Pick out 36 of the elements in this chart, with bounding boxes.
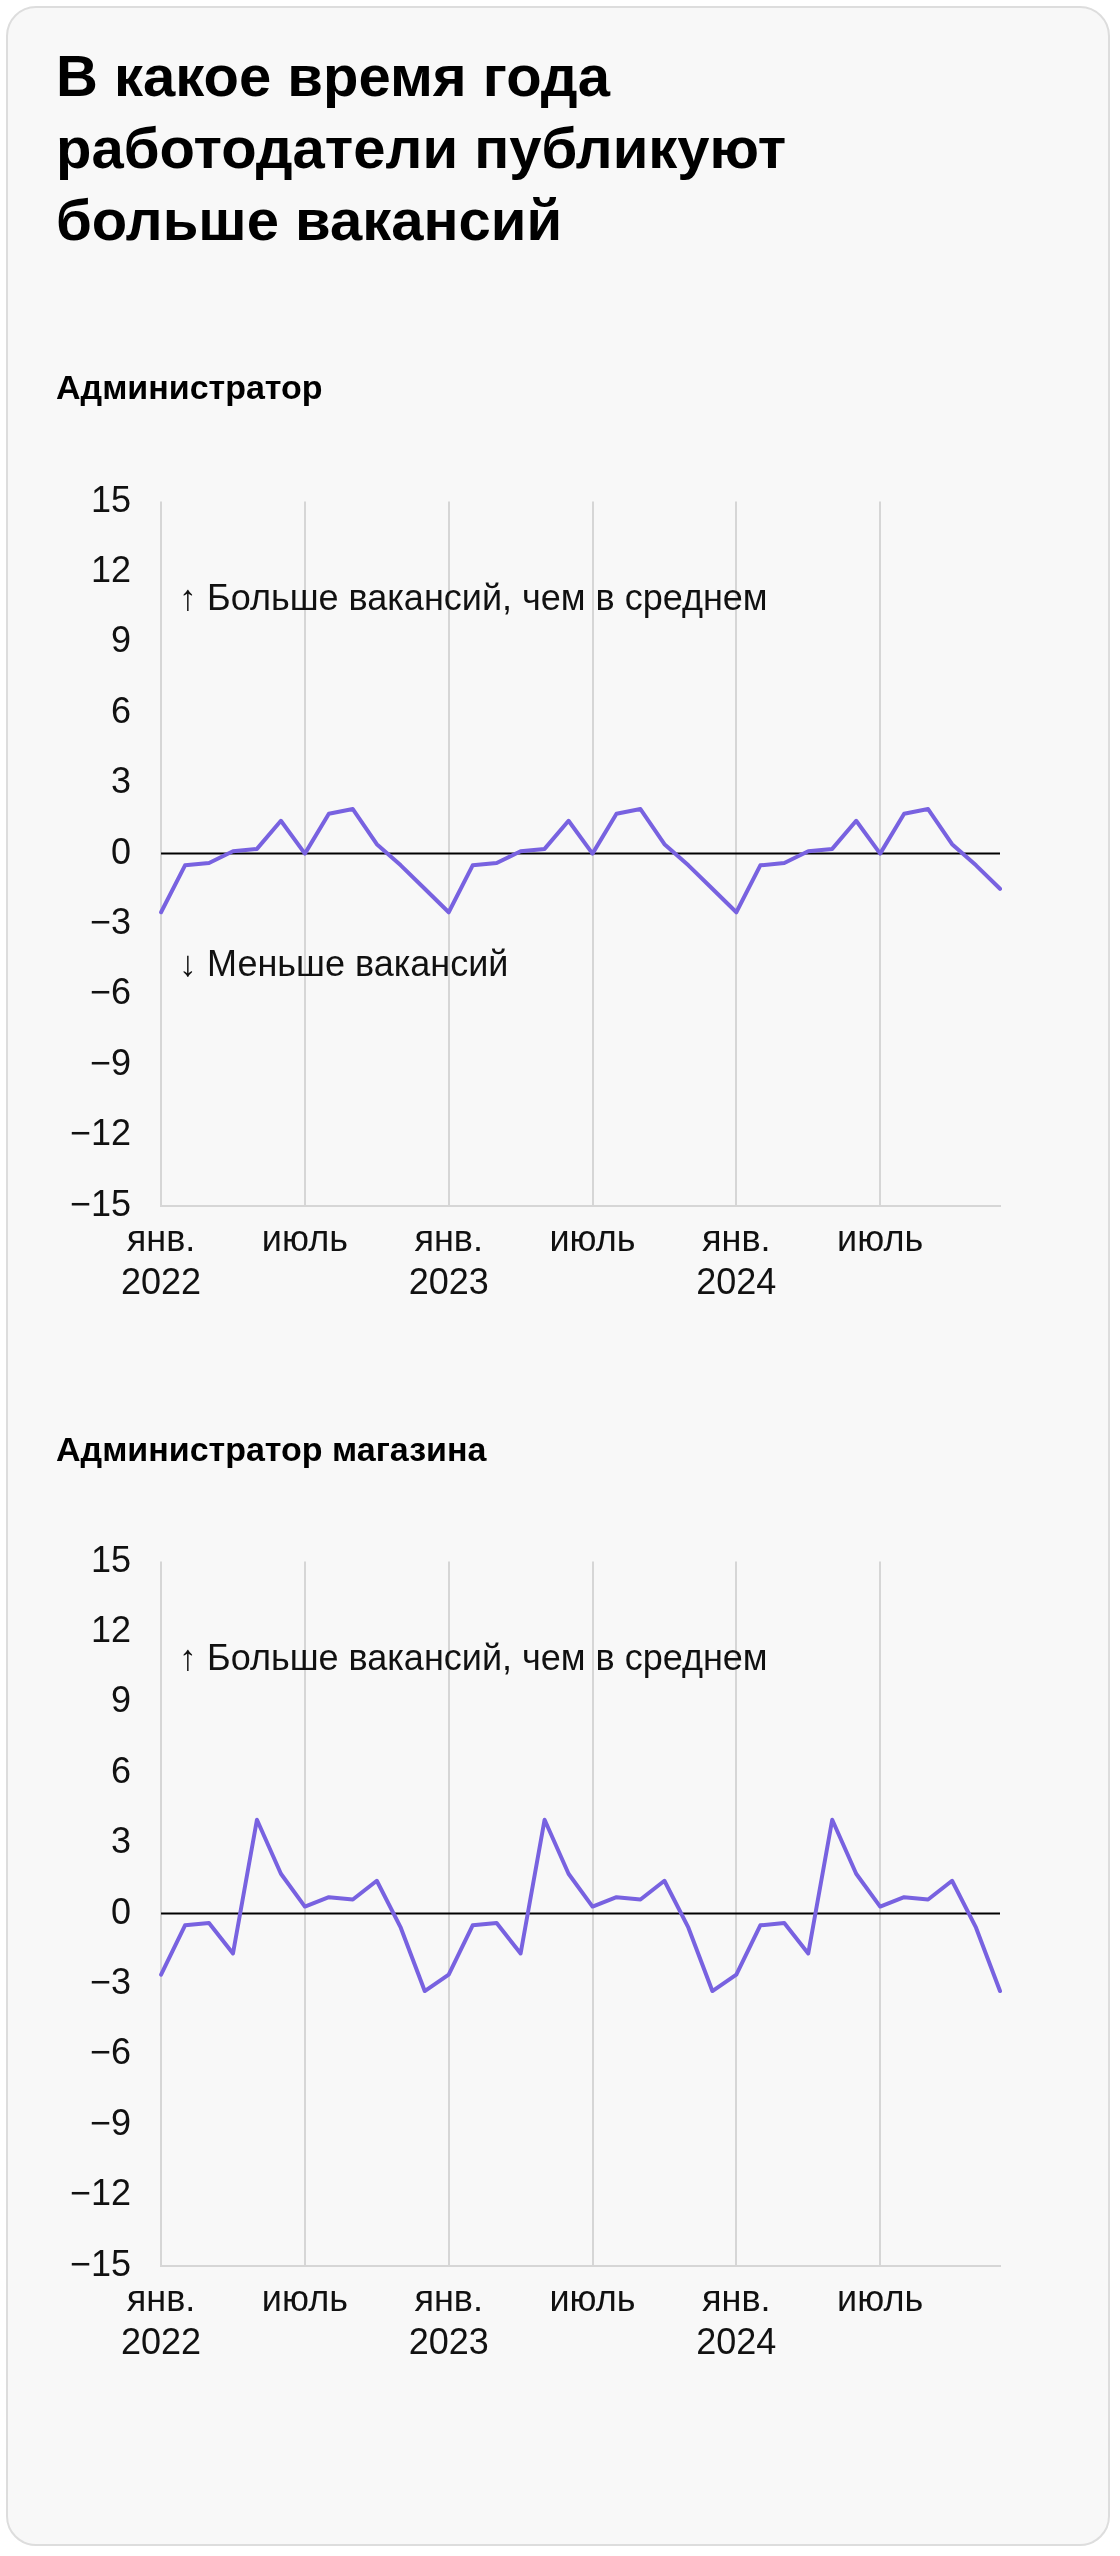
y-tick-label: 3 [111,1820,132,1862]
x-tick-label: июль [549,2278,636,2320]
y-tick-label: −3 [90,900,132,942]
chart-title: В какое время года работодатели публикуют больше вакансий [56,42,788,254]
y-tick-label: 6 [111,689,132,731]
y-tick-label: −3 [90,1960,132,2002]
y-tick-label: 15 [91,478,132,520]
y-tick-label: 3 [111,760,132,802]
y-tick-label: 12 [91,1608,132,1650]
x-tick-label: янв. 2024 [696,1218,777,1303]
y-tick-label: −12 [69,1112,132,1154]
y-tick-label: 6 [111,1749,132,1791]
y-tick-label: 0 [111,830,132,872]
y-tick-label: 12 [91,548,132,590]
y-tick-label: 15 [91,1538,132,1580]
annotation: ↑ Больше вакансий, чем в среднем [179,1637,768,1679]
chart-title: Администратор магазина [56,1430,487,1469]
x-tick-label: янв. 2023 [408,2278,489,2363]
x-tick-label: янв. 2024 [696,2278,777,2363]
y-tick-label: −9 [90,2101,132,2143]
x-tick-label: июль [837,1218,924,1260]
x-tick-label: июль [261,2278,348,2320]
y-tick-label: 9 [111,619,132,661]
x-tick-label: июль [261,1218,348,1260]
y-tick-label: −12 [69,2172,132,2214]
y-tick-label: −6 [90,2031,132,2073]
x-tick-label: июль [837,2278,924,2320]
y-tick-label: 9 [111,1679,132,1721]
x-tick-label: июль [549,1218,636,1260]
x-tick-label: янв. 2023 [408,1218,489,1303]
chart-subtitle: Администратор [56,368,323,407]
annotation: ↓ Меньше вакансий [179,943,509,985]
y-tick-label: −6 [90,971,132,1013]
y-tick-label: 0 [111,1890,132,1932]
y-tick-label: −9 [90,1041,132,1083]
annotation: ↑ Больше вакансий, чем в среднем [179,577,768,619]
